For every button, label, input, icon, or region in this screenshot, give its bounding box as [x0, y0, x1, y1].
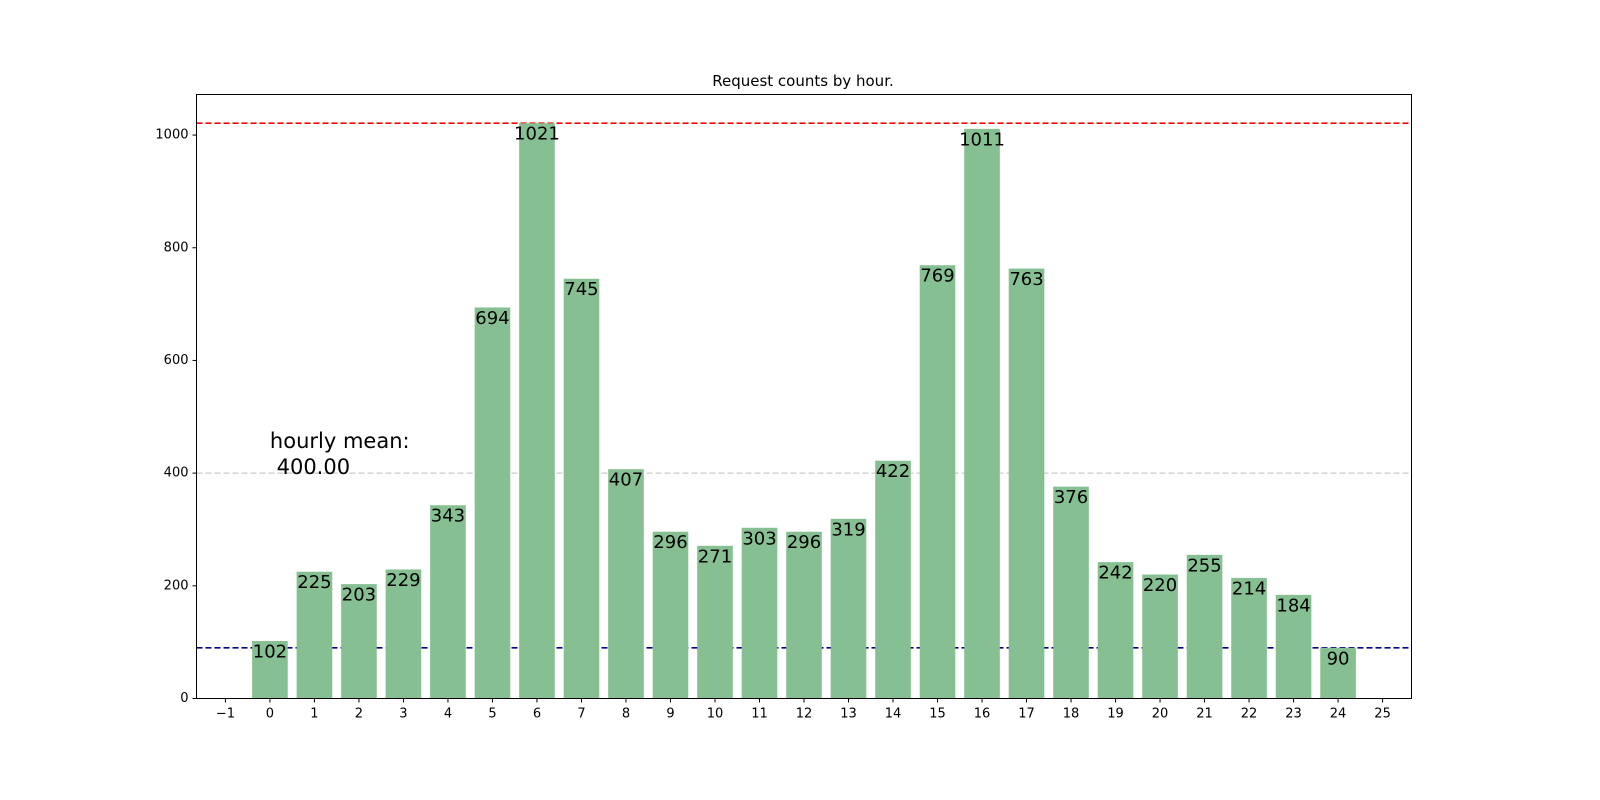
- x-tick-label: 21: [1196, 707, 1213, 722]
- bar-7: [563, 278, 600, 699]
- bar-23: [1275, 594, 1312, 699]
- bar-label-23: 184: [1276, 595, 1310, 616]
- bar-label-12: 296: [787, 532, 821, 553]
- bar-label-16: 1011: [959, 129, 1005, 150]
- x-axis: −1 0 1 2 3 4 5 6 7 8 9 10 11 12 13 14 15 16 17 18 19 20 21 22 23…: [216, 698, 1391, 722]
- y-tick-label: 400: [164, 466, 189, 481]
- mean-annotation: hourly mean: 400.00: [270, 429, 410, 479]
- y-axis: 0 200 400 600 800 1000: [155, 128, 197, 706]
- x-tick-label: 14: [885, 707, 902, 722]
- bar-3: [385, 569, 422, 699]
- bar-label-17: 763: [1009, 269, 1043, 290]
- y-tick-label: 0: [180, 691, 188, 706]
- bar-6: [519, 123, 555, 699]
- bar-label-3: 229: [386, 570, 420, 591]
- bar-1: [296, 571, 333, 699]
- x-tick-label: 17: [1018, 707, 1035, 722]
- x-tick-label: 9: [666, 707, 674, 722]
- x-tick-label: 3: [399, 707, 407, 722]
- annotation-line-2: 400.00: [270, 455, 350, 479]
- bar-4: [430, 505, 466, 699]
- x-tick-label: 22: [1241, 707, 1258, 722]
- x-tick-label: 1: [310, 707, 318, 722]
- bar-2: [341, 584, 377, 699]
- bar-label-0: 102: [253, 642, 287, 663]
- bar-9: [652, 531, 689, 699]
- bar-label-5: 694: [475, 308, 509, 329]
- bar-17: [1008, 268, 1045, 699]
- x-tick-label: 15: [929, 707, 946, 722]
- bar-15: [919, 265, 956, 699]
- y-tick-label: 800: [164, 240, 189, 255]
- x-tick-label: 7: [577, 707, 585, 722]
- bar-label-19: 242: [1098, 563, 1132, 584]
- y-tick-label: 200: [164, 578, 189, 593]
- x-tick-label: 10: [707, 707, 724, 722]
- bar-5: [474, 307, 511, 699]
- bar-label-10: 271: [698, 546, 732, 567]
- bar-label-14: 422: [876, 461, 910, 482]
- x-tick-label: 16: [974, 707, 991, 722]
- bar-label-9: 296: [653, 532, 687, 553]
- bar-18: [1053, 486, 1089, 699]
- bar-label-13: 319: [831, 519, 865, 540]
- bar-8: [608, 469, 644, 699]
- bar-10: [697, 545, 733, 699]
- bar-label-4: 343: [431, 506, 465, 527]
- x-tick-label: 25: [1374, 707, 1391, 722]
- x-tick-label: 19: [1107, 707, 1124, 722]
- bar-label-20: 220: [1143, 575, 1177, 596]
- annotation-line-1: hourly mean:: [270, 429, 410, 453]
- bar-20: [1142, 574, 1178, 699]
- bar-16: [964, 128, 1000, 699]
- x-tick-label: 8: [622, 707, 630, 722]
- bar-label-22: 214: [1232, 578, 1266, 599]
- x-tick-label: 11: [751, 707, 768, 722]
- bar-label-1: 225: [297, 572, 331, 593]
- bar-label-21: 255: [1187, 555, 1221, 576]
- bar-label-18: 376: [1054, 487, 1088, 508]
- bar-label-8: 407: [609, 470, 643, 491]
- x-tick-label: 4: [444, 707, 452, 722]
- bar-14: [875, 460, 911, 699]
- bar-21: [1186, 554, 1223, 699]
- bars: [252, 123, 1356, 699]
- x-tick-label: −1: [216, 707, 235, 722]
- y-tick-label: 1000: [155, 128, 188, 143]
- x-tick-label: 13: [840, 707, 857, 722]
- x-tick-label: 18: [1063, 707, 1080, 722]
- bar-labels: 102 225 203 229 343 694 1021 745 407 296 271 303 296…: [253, 124, 1350, 670]
- bar-11: [741, 527, 778, 699]
- bar-19: [1097, 562, 1134, 699]
- x-tick-label: 5: [488, 707, 496, 722]
- x-tick-label: 23: [1285, 707, 1302, 722]
- x-tick-label: 0: [266, 707, 274, 722]
- x-tick-label: 6: [533, 707, 541, 722]
- x-tick-label: 24: [1330, 707, 1347, 722]
- bar-label-15: 769: [920, 266, 954, 287]
- x-tick-label: 20: [1152, 707, 1169, 722]
- x-tick-label: 12: [796, 707, 813, 722]
- bar-12: [786, 531, 822, 699]
- bar-24: [1320, 647, 1356, 699]
- bar-label-24: 90: [1327, 648, 1350, 669]
- chart-title: Request counts by hour.: [712, 72, 894, 90]
- bar-label-2: 203: [342, 585, 376, 606]
- x-tick-label: 2: [355, 707, 363, 722]
- y-tick-label: 600: [164, 353, 189, 368]
- bar-label-11: 303: [742, 528, 776, 549]
- bar-label-7: 745: [564, 279, 598, 300]
- bar-0: [252, 641, 288, 699]
- bar-13: [830, 518, 867, 699]
- bar-22: [1231, 577, 1267, 699]
- bar-label-6: 1021: [514, 124, 560, 145]
